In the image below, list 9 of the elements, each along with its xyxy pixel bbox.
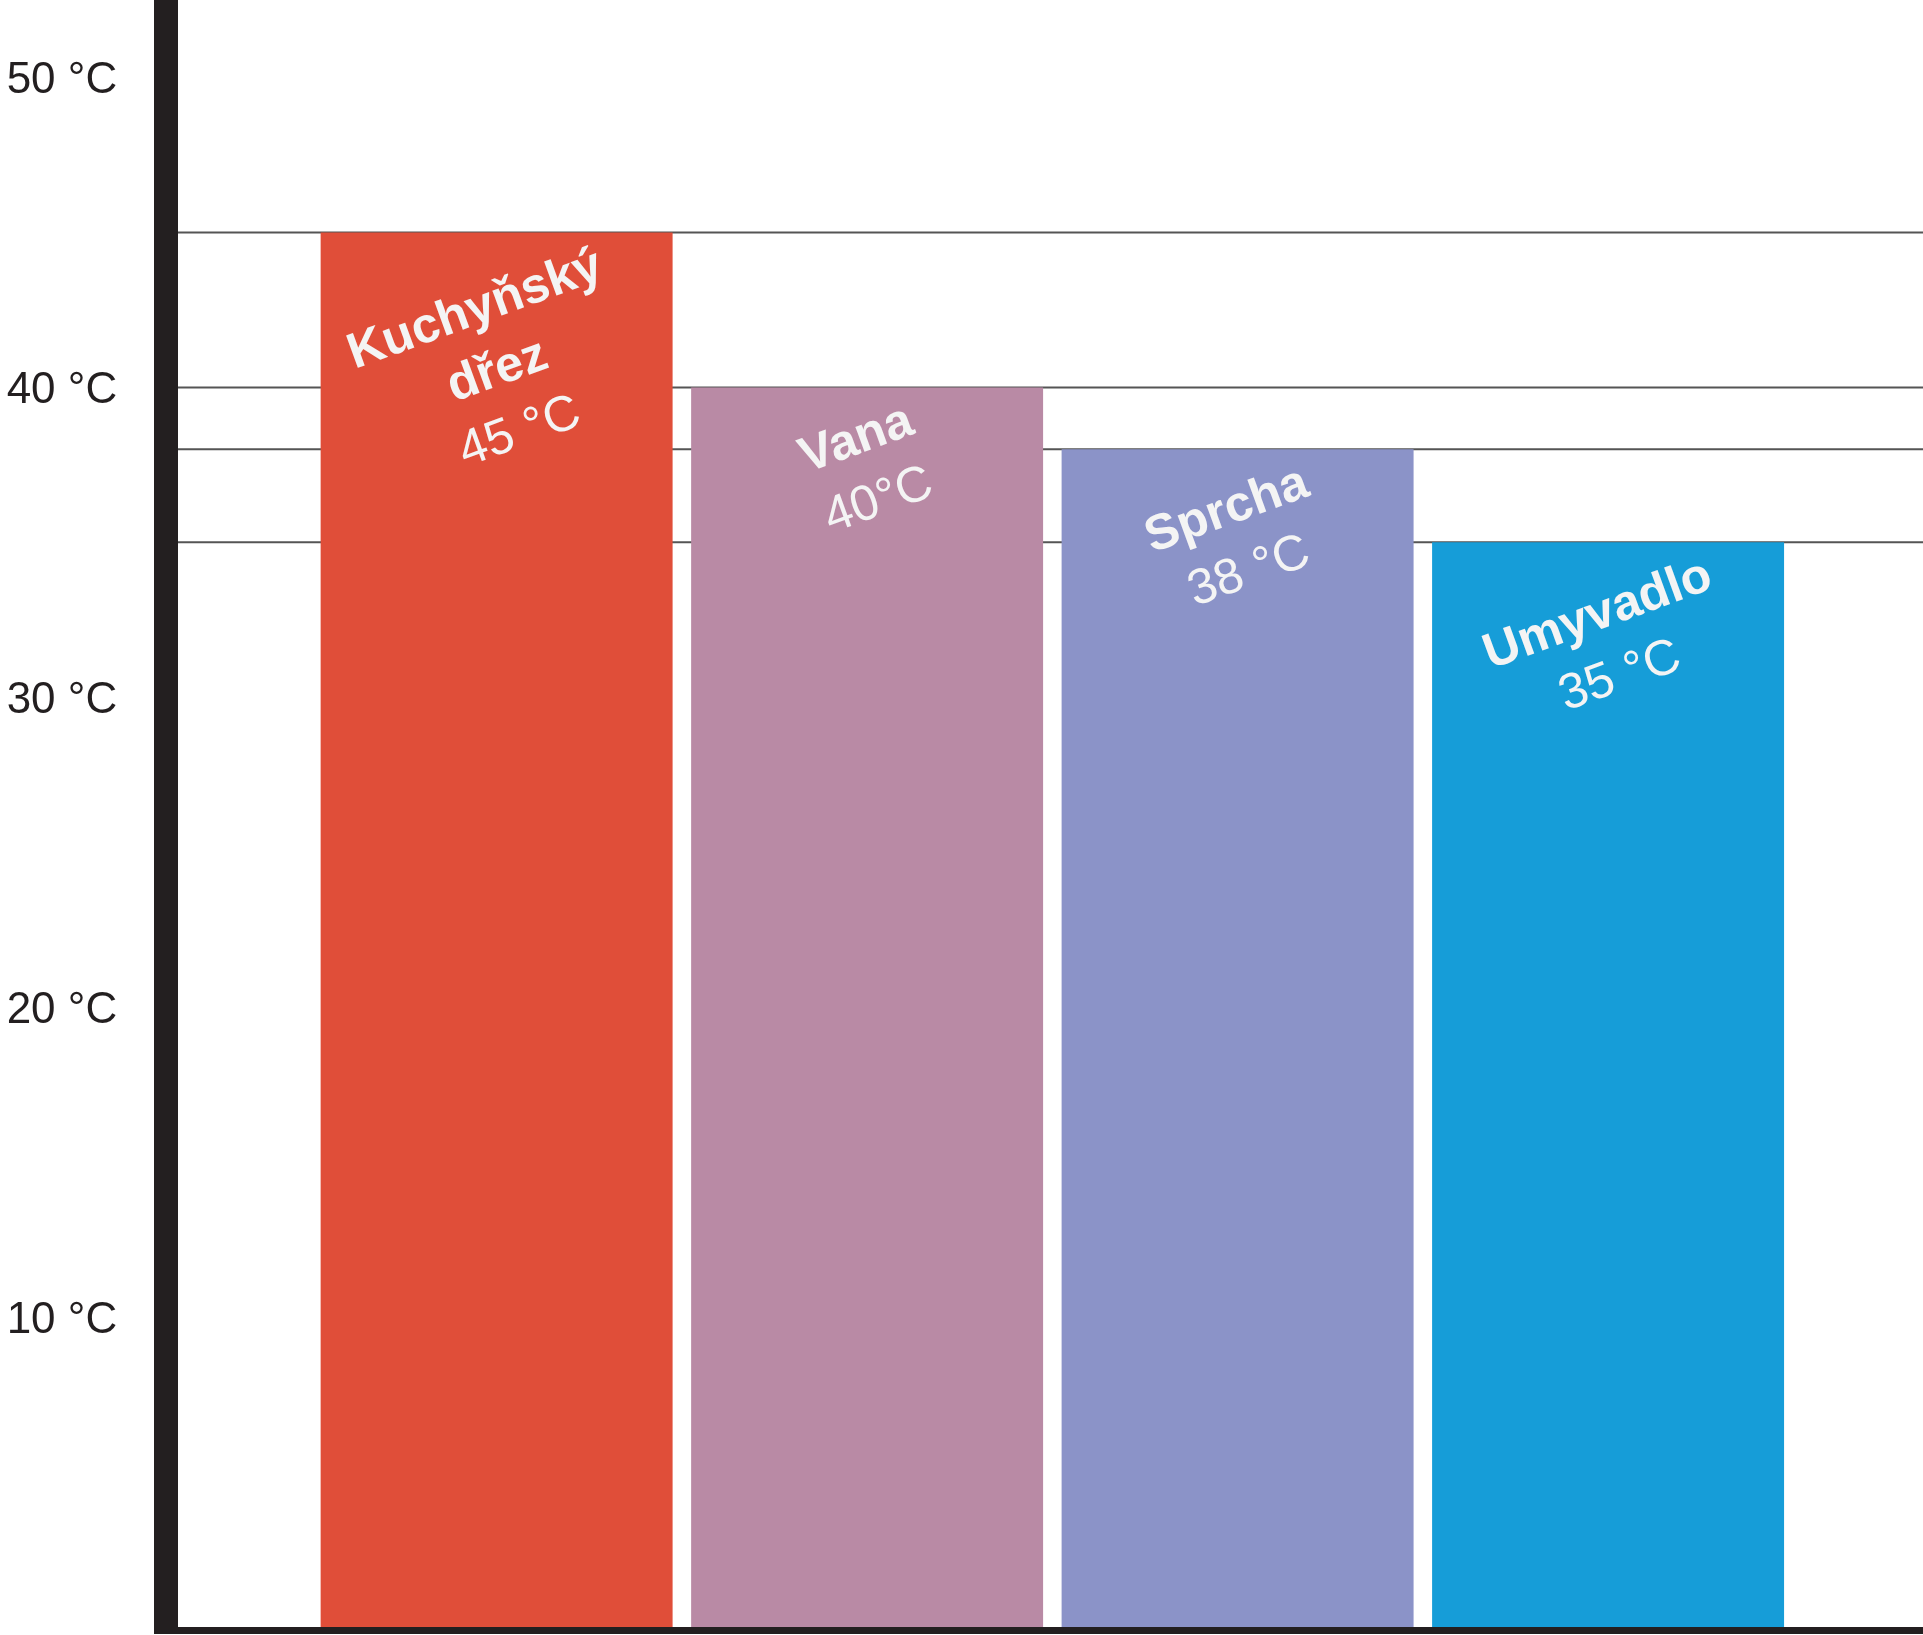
bar (1432, 542, 1785, 1627)
bar (1061, 449, 1414, 1627)
bar (320, 232, 673, 1627)
y-tick-label: 30 °C (6, 672, 118, 722)
y-tick-label: 50 °C (6, 52, 118, 102)
y-tick-label: 20 °C (6, 982, 118, 1032)
y-tick-label: 40 °C (6, 362, 118, 412)
bar (691, 387, 1044, 1627)
y-tick-label: 10 °C (6, 1292, 118, 1342)
